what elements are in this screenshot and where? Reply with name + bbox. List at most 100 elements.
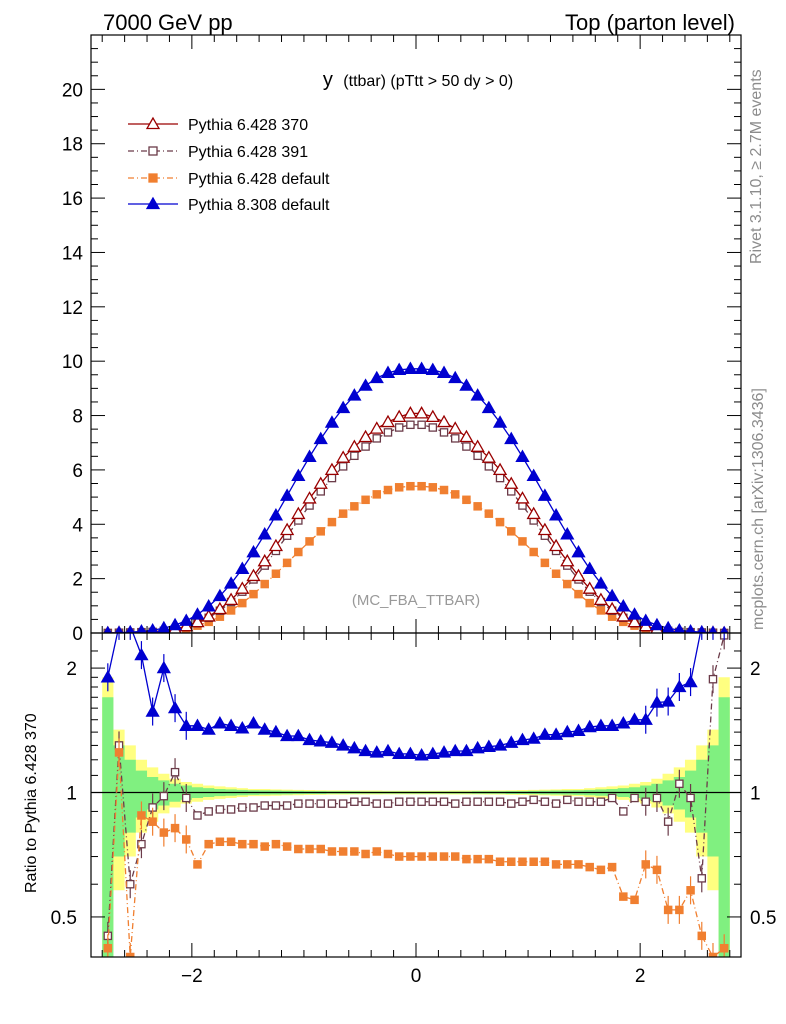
ratio-point-pythia-6-428-391 [383, 799, 393, 808]
point-pythia-8-308-default [605, 588, 620, 602]
ratio-point-pythia-6-428-391 [574, 797, 583, 806]
point-pythia-8-308-default [280, 488, 295, 501]
ratio-point-pythia-6-428-391 [652, 793, 662, 803]
point-pythia-8-308-default [167, 617, 183, 631]
y-tick-label: 16 [62, 189, 83, 210]
ratio-point-pythia-6-428-default [462, 854, 471, 864]
point-pythia-6-428-391 [484, 462, 494, 471]
ratio-point-pythia-6-428-391 [316, 799, 325, 808]
ratio-point-pythia-6-428-default [316, 844, 325, 854]
ratio-point-pythia-6-428-391 [551, 799, 561, 808]
point-pythia-8-308-default [403, 361, 418, 374]
ratio-point-pythia-6-428-391 [563, 795, 572, 805]
ratio-ylabel: Ratio to Pythia 6.428 370 [23, 713, 40, 893]
point-pythia-6-428-default [540, 558, 550, 568]
point-pythia-8-308-default [212, 588, 227, 602]
ratio-point-pythia-8-308-default [246, 716, 261, 729]
point-pythia-8-308-default [436, 365, 452, 379]
ratio-point-pythia-8-308-default [470, 740, 485, 754]
point-pythia-8-308-default [246, 544, 261, 558]
ratio-point-pythia-8-308-default [459, 743, 474, 757]
point-pythia-6-428-370 [605, 601, 620, 615]
ratio-point-pythia-6-428-default [406, 852, 415, 861]
point-pythia-8-308-default [697, 624, 707, 633]
rivet-label: Rivet 3.1.10, ≥ 2.7M events [748, 69, 765, 264]
ratio-point-pythia-6-428-default [271, 839, 281, 849]
ratio-point-pythia-8-308-default [571, 723, 586, 736]
point-pythia-6-428-370 [582, 581, 597, 594]
ratio-point-pythia-6-428-391 [450, 799, 460, 808]
point-pythia-6-428-370 [324, 462, 340, 476]
header-right: Top (parton level) [565, 10, 735, 35]
ratio-point-pythia-6-428-391 [540, 797, 550, 806]
ratio-y-tick-label-right: 0.5 [750, 908, 776, 929]
legend-label: Pythia 6.428 391 [188, 144, 308, 161]
point-pythia-6-428-default [439, 485, 449, 495]
ratio-point-pythia-8-308-default [156, 660, 171, 674]
band-green [102, 697, 730, 957]
point-pythia-6-428-391 [383, 428, 393, 437]
point-pythia-6-428-391 [450, 434, 460, 443]
ratio-point-pythia-6-428-default [282, 842, 292, 851]
point-pythia-6-428-370 [448, 421, 463, 434]
ratio-point-pythia-6-428-391 [282, 801, 292, 810]
ratio-point-pythia-6-428-391 [439, 797, 449, 806]
ratio-point-pythia-6-428-default [226, 837, 236, 847]
point-pythia-8-308-default [313, 431, 328, 445]
ratio-point-pythia-6-428-default [182, 835, 191, 844]
point-pythia-8-308-default [708, 625, 718, 633]
ratio-point-pythia-8-308-default [167, 700, 183, 714]
ratio-point-pythia-8-308-default [492, 738, 508, 751]
ratio-point-pythia-6-428-default [450, 852, 460, 861]
point-pythia-6-428-default [574, 589, 583, 599]
ratio-point-pythia-8-308-default [347, 740, 362, 754]
plot-title: y (ttbar) (pTtt > 50 dy > 0) [323, 69, 513, 91]
ratio-point-pythia-6-428-default [260, 842, 269, 851]
ratio-point-pythia-8-308-default [436, 745, 452, 758]
ratio-point-pythia-6-428-default [170, 823, 180, 833]
ratio-point-pythia-6-428-default [607, 862, 617, 872]
point-pythia-6-428-default [316, 527, 325, 536]
ratio-point-pythia-6-428-default [697, 931, 707, 941]
ratio-point-pythia-6-428-default [137, 811, 146, 820]
ratio-point-pythia-6-428-default [484, 854, 494, 864]
ratio-point-pythia-6-428-default [563, 860, 572, 869]
x-tick-label: 2 [635, 966, 646, 987]
ratio-point-pythia-6-428-391 [327, 799, 337, 808]
ratio-point-pythia-6-428-default [103, 943, 113, 953]
ratio-point-pythia-6-428-391 [630, 793, 639, 803]
ratio-point-pythia-6-428-391 [619, 807, 628, 816]
point-pythia-6-428-391 [372, 434, 382, 443]
ratio-point-pythia-6-428-default [518, 857, 527, 866]
point-pythia-8-308-default [291, 468, 306, 482]
ratio-point-pythia-6-428-391 [686, 793, 695, 803]
ratio-point-pythia-6-428-391 [585, 797, 594, 806]
ratio-y-tick-label-left: 1 [66, 784, 77, 805]
point-pythia-6-428-391 [462, 442, 471, 451]
point-pythia-6-428-default [484, 509, 494, 518]
ratio-point-pythia-8-308-default [302, 732, 317, 746]
point-pythia-8-308-default [548, 507, 564, 521]
point-pythia-8-308-default [369, 370, 384, 384]
analysis-tag: (MC_FBA_TTBAR) [352, 592, 480, 609]
ratio-point-pythia-6-428-391 [372, 799, 382, 808]
ratio-point-pythia-6-428-391 [294, 799, 303, 808]
ratio-y-tick-label-left: 0.5 [51, 908, 77, 929]
ratio-point-pythia-6-428-391 [238, 803, 247, 812]
point-pythia-8-308-default [235, 561, 250, 575]
point-pythia-6-428-370 [481, 450, 496, 463]
ratio-point-pythia-8-308-default [627, 712, 642, 725]
ratio-point-pythia-6-428-391 [495, 797, 505, 806]
ratio-point-pythia-6-428-391 [675, 779, 684, 789]
point-pythia-6-428-391 [327, 473, 337, 483]
ratio-point-pythia-6-428-default [394, 852, 404, 861]
ratio-point-pythia-6-428-default [630, 895, 639, 905]
point-pythia-6-428-default [518, 537, 527, 546]
point-pythia-6-428-370 [515, 491, 530, 504]
point-pythia-6-428-370 [627, 614, 642, 628]
ratio-panel: −2 0 2 0.5 0.5 1 1 2 2 [51, 632, 776, 987]
ratio-point-pythia-8-308-default [324, 735, 340, 748]
point-pythia-8-308-default [720, 625, 729, 633]
point-pythia-8-308-default [571, 544, 586, 558]
ratio-point-pythia-8-308-default [268, 724, 284, 738]
